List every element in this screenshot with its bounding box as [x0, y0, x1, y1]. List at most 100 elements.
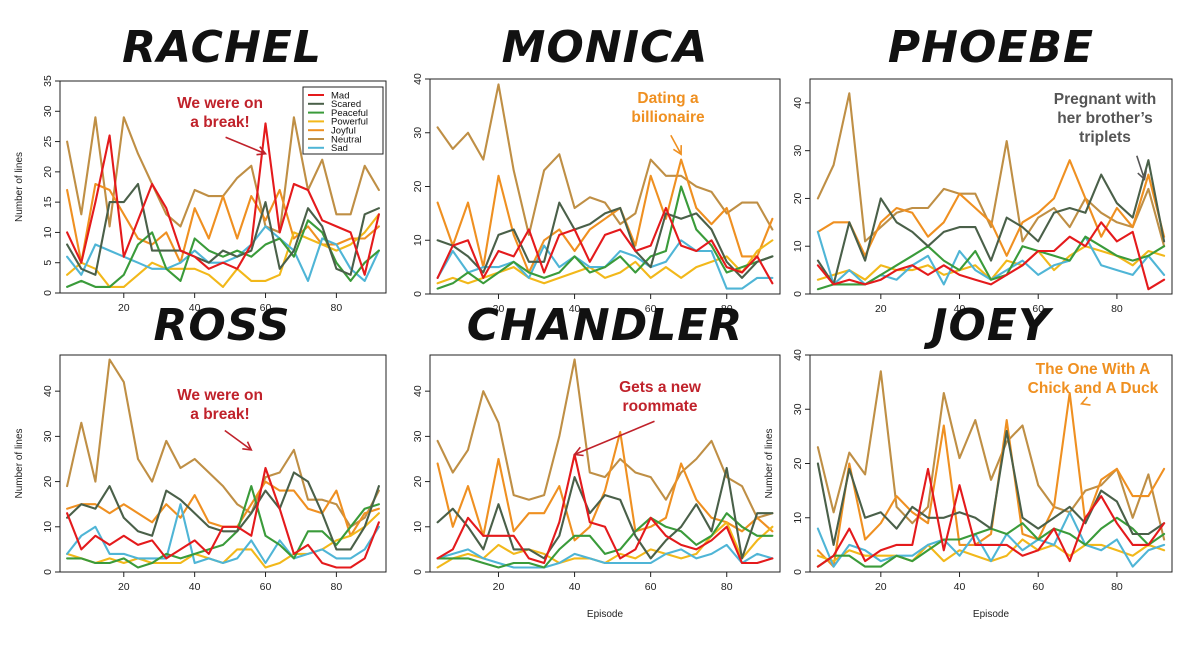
series-line-peaceful: [436, 512, 774, 569]
series-lines: [66, 358, 380, 569]
y-tick-label: 30: [412, 430, 424, 442]
series-line-mad: [816, 221, 1166, 291]
chart-panel-ross: ROSS 0 10 20 30 40 20 40 60 80 Number of lines We w…: [14, 300, 387, 593]
annotation-arrow: [670, 134, 682, 155]
series-line-joyful: [436, 430, 774, 542]
annotation-arrowhead: [573, 446, 584, 457]
y-tick-label: 10: [792, 240, 804, 252]
plot-frame: [429, 354, 781, 573]
annotation-arrowhead: [672, 145, 682, 156]
series-line-powerful: [436, 239, 774, 285]
series-lines: [816, 370, 1166, 568]
y-tick-label: 0: [412, 291, 424, 297]
y-tick-label: 10: [412, 234, 424, 246]
x-tick-label: 40: [569, 581, 581, 593]
annotation-text: roommate: [623, 398, 698, 415]
y-axis-label: Number of lines: [764, 428, 775, 498]
series-line-powerful: [66, 213, 380, 288]
x-tick-label: 60: [260, 302, 272, 314]
annotation-text: The One With A: [1036, 361, 1151, 378]
plot-frame: [809, 78, 1173, 295]
annotation-text: a break!: [190, 406, 249, 423]
chart-title: JOEY: [923, 300, 1054, 351]
annotation-arrowhead: [1079, 396, 1091, 406]
legend-label: Peaceful: [331, 108, 368, 119]
y-tick-label: 0: [792, 291, 804, 297]
y-tick-label: 20: [412, 476, 424, 488]
y-tick-label: 30: [792, 403, 804, 415]
y-tick-label: 40: [42, 385, 54, 397]
legend-label: Joyful: [331, 126, 356, 137]
chart-panel-monica: MONICA 0 10 20 30 40 20 40 60 80 Dating a billionai…: [412, 22, 781, 315]
series-line-scared: [436, 466, 774, 560]
series-line-neutral: [436, 83, 774, 236]
x-tick-label: 20: [875, 581, 887, 593]
y-tick-label: 20: [792, 458, 804, 470]
x-tick-label: 60: [645, 581, 657, 593]
series-line-scared: [66, 471, 380, 551]
x-axis-label: Episode: [973, 609, 1010, 620]
annotation-arrow: [1136, 155, 1146, 180]
annotation: Gets a new roommate: [573, 379, 702, 457]
chart-panel-phoebe: PHOEBE 0 10 20 30 40 20 40 60 80 Pregnant with her …: [792, 22, 1173, 315]
y-tick-label: 20: [792, 192, 804, 204]
chart-title: ROSS: [153, 300, 290, 351]
y-tick-label: 40: [412, 385, 424, 397]
annotation-text: a break!: [190, 114, 249, 131]
annotation-text: triplets: [1079, 129, 1131, 146]
annotation-text: Gets a new: [619, 379, 702, 396]
annotation-arrowhead: [256, 146, 268, 156]
x-tick-label: 40: [954, 303, 966, 315]
y-tick-label: 0: [412, 569, 424, 575]
series-line-scared: [436, 201, 774, 279]
x-tick-label: 40: [954, 581, 966, 593]
x-tick-label: 60: [260, 581, 272, 593]
y-tick-label: 20: [412, 181, 424, 193]
y-tick-label: 20: [42, 476, 54, 488]
y-axis-label: Number of lines: [14, 152, 25, 222]
annotation-arrowhead: [1137, 170, 1147, 181]
series-line-mad: [66, 122, 380, 276]
annotation-arrow: [224, 429, 252, 451]
y-tick-label: 0: [792, 569, 804, 575]
x-tick-label: 40: [189, 302, 201, 314]
series-line-peaceful: [436, 185, 774, 290]
series-line-sad: [816, 511, 1166, 568]
annotation-text: billionaire: [631, 109, 705, 126]
chart-title: MONICA: [502, 22, 709, 73]
y-tick-label: 10: [412, 521, 424, 533]
y-tick-label: 30: [792, 145, 804, 157]
y-tick-label: 0: [42, 290, 54, 296]
y-tick-label: 40: [792, 97, 804, 109]
series-line-scared: [66, 182, 380, 276]
series-line-mad: [66, 466, 380, 569]
series-lines: [66, 116, 380, 288]
series-line-powerful: [816, 245, 1166, 281]
series-line-mad: [816, 467, 1166, 568]
annotation: Pregnant with her brother’s triplets: [1054, 91, 1156, 181]
series-lines: [816, 92, 1166, 291]
series-lines: [436, 83, 774, 290]
series-line-mad: [436, 453, 774, 565]
chart-title: RACHEL: [122, 22, 322, 73]
series-line-sad: [436, 543, 774, 569]
annotation-text: We were on: [177, 95, 263, 112]
x-tick-label: 80: [721, 581, 733, 593]
x-tick-label: 80: [331, 581, 343, 593]
series-line-scared: [816, 159, 1166, 286]
legend: MadScaredPeacefulPowerfulJoyfulNeutralSa…: [302, 86, 384, 155]
series-line-joyful: [436, 158, 774, 274]
y-tick-label: 10: [42, 521, 54, 533]
legend-label: Sad: [331, 143, 348, 154]
y-tick-label: 35: [42, 75, 54, 87]
y-axis-label: Number of lines: [14, 428, 25, 498]
series-line-joyful: [816, 391, 1166, 568]
series-line-neutral: [816, 370, 1166, 541]
x-tick-label: 80: [331, 302, 343, 314]
x-tick-label: 80: [721, 303, 733, 315]
annotation: We were on a break!: [177, 95, 268, 156]
annotation-text: Dating a: [637, 90, 699, 107]
y-tick-label: 15: [42, 196, 54, 208]
series-lines: [436, 358, 774, 569]
